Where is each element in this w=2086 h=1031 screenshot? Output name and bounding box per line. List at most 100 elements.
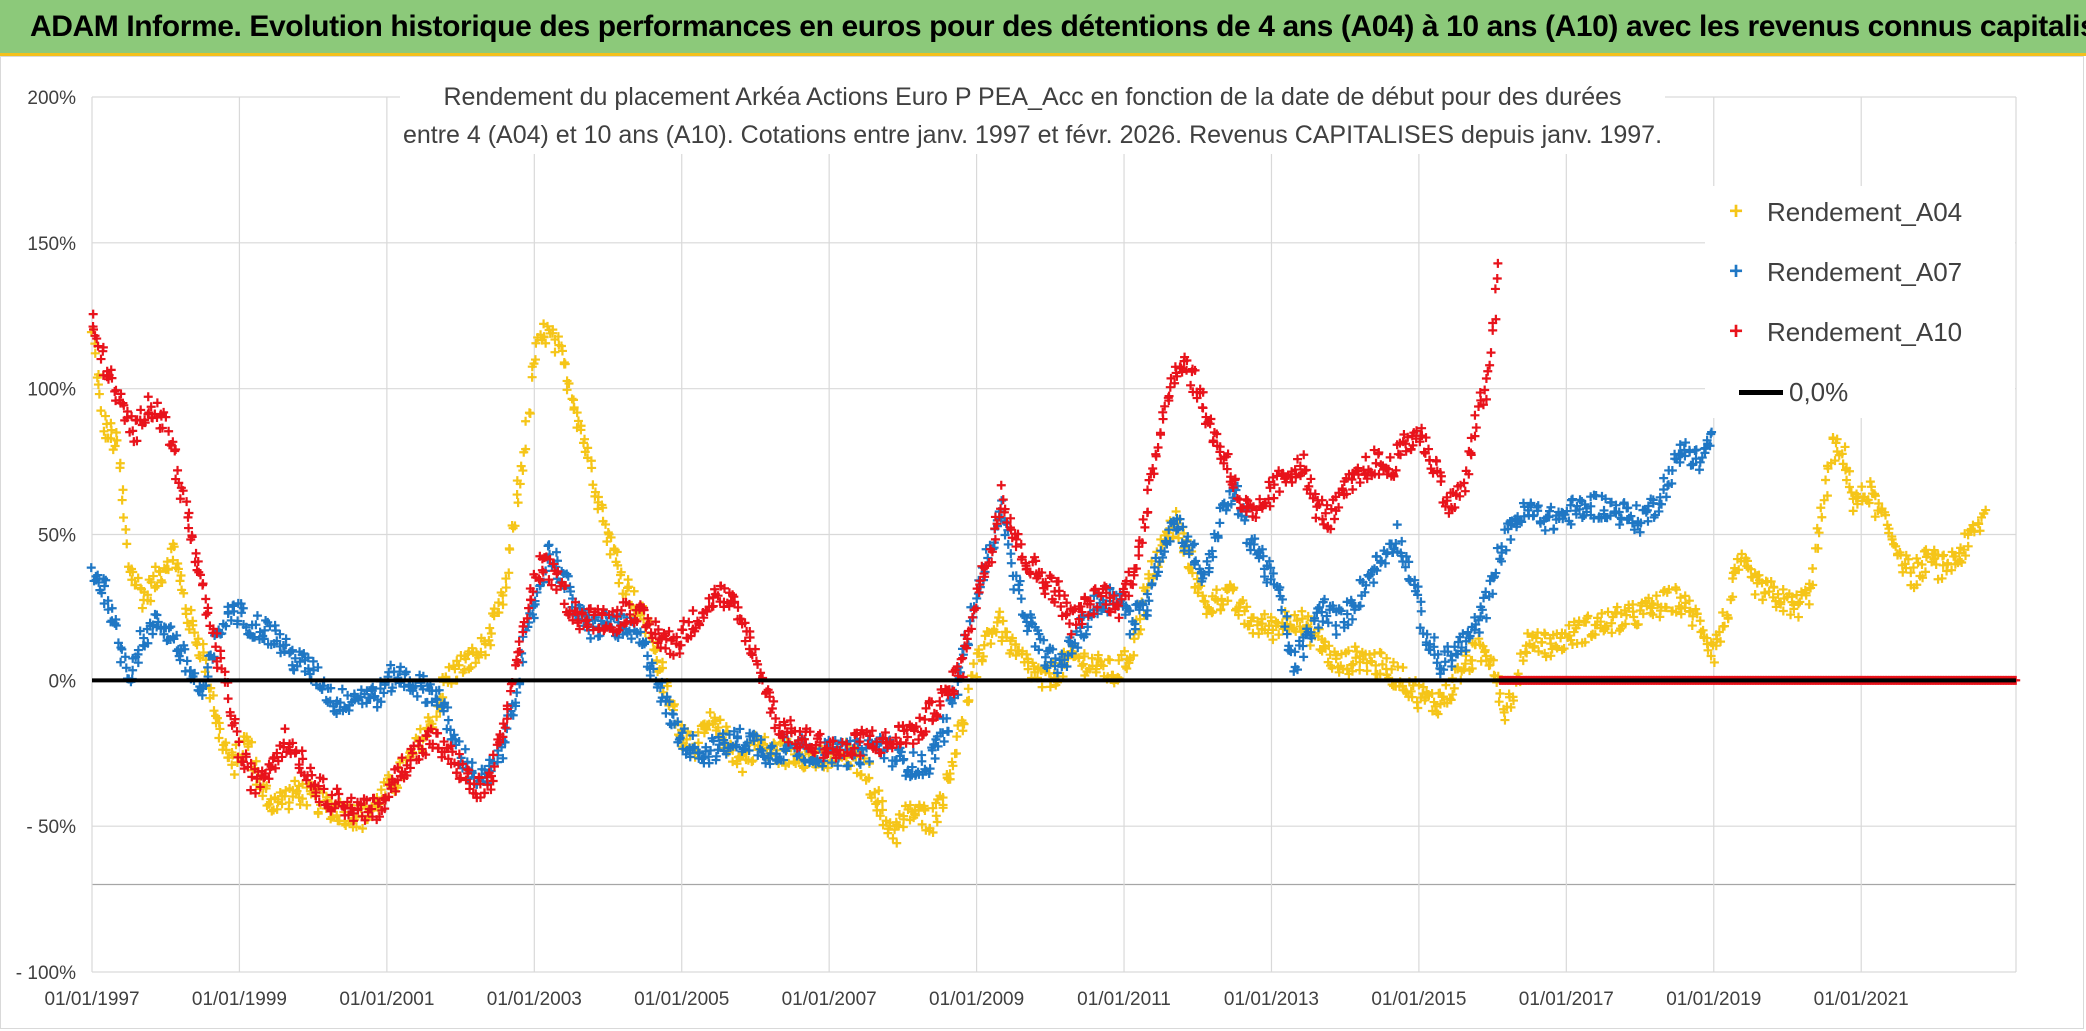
data-point xyxy=(1937,573,1947,583)
data-point xyxy=(915,713,925,723)
data-point xyxy=(201,680,211,690)
data-point xyxy=(1165,536,1175,546)
data-point xyxy=(1499,707,1509,717)
data-point xyxy=(486,640,496,650)
data-point xyxy=(1174,533,1184,543)
data-point xyxy=(1355,601,1365,611)
data-point xyxy=(1040,589,1050,599)
data-point xyxy=(281,634,291,644)
data-point xyxy=(1215,518,1225,528)
data-point xyxy=(643,651,653,661)
data-point xyxy=(657,663,667,673)
data-point xyxy=(512,688,522,698)
data-point xyxy=(795,742,805,752)
y-tick-label: 100% xyxy=(27,380,76,401)
data-point xyxy=(921,727,931,737)
data-point xyxy=(963,684,973,694)
data-point xyxy=(1963,541,1973,551)
data-point xyxy=(1614,507,1624,517)
data-point xyxy=(195,653,205,663)
data-point xyxy=(376,697,386,707)
data-point xyxy=(1479,593,1489,603)
data-point xyxy=(94,389,104,399)
data-point xyxy=(1331,630,1341,640)
data-point xyxy=(1734,565,1744,575)
data-point xyxy=(1413,582,1423,592)
data-point xyxy=(510,521,520,531)
data-point xyxy=(1011,651,1021,661)
data-point xyxy=(148,571,158,581)
data-point xyxy=(733,602,743,612)
data-point xyxy=(1200,597,1210,607)
data-point xyxy=(815,738,825,748)
y-tick-label: 150% xyxy=(27,234,76,255)
data-point xyxy=(1400,562,1410,572)
data-point xyxy=(1506,535,1516,545)
data-point xyxy=(561,580,571,590)
data-point xyxy=(1546,651,1556,661)
data-point xyxy=(444,662,454,672)
data-point xyxy=(991,627,1001,637)
data-point xyxy=(1311,513,1321,523)
data-point xyxy=(397,753,407,763)
data-point xyxy=(1208,436,1218,446)
banner-title: ADAM Informe. Evolution historique des p… xyxy=(30,9,2086,43)
data-point xyxy=(1446,651,1456,661)
data-point xyxy=(1384,464,1394,474)
data-point xyxy=(1778,584,1788,594)
data-point xyxy=(1291,469,1301,479)
data-point xyxy=(268,754,278,764)
data-point xyxy=(515,479,525,489)
data-point xyxy=(1844,482,1854,492)
data-point xyxy=(372,702,382,712)
data-point xyxy=(1808,580,1818,590)
data-point xyxy=(1158,552,1168,562)
data-point xyxy=(1471,423,1481,433)
data-point xyxy=(655,683,665,693)
data-point xyxy=(463,649,473,659)
data-point xyxy=(525,409,535,419)
data-point xyxy=(1042,663,1052,673)
data-point xyxy=(992,519,1002,529)
data-point xyxy=(1676,609,1686,619)
data-point xyxy=(1900,559,1910,569)
data-point xyxy=(1961,551,1971,561)
data-point xyxy=(476,647,486,657)
data-point xyxy=(1290,610,1300,620)
data-point xyxy=(135,626,145,636)
data-point xyxy=(538,567,548,577)
data-point xyxy=(1601,621,1611,631)
data-point xyxy=(195,570,205,580)
data-point xyxy=(1401,551,1411,561)
data-point xyxy=(526,595,536,605)
data-point xyxy=(1362,474,1372,484)
data-point xyxy=(1114,601,1124,611)
data-point xyxy=(974,648,984,658)
data-point xyxy=(172,630,182,640)
data-point xyxy=(1326,524,1336,534)
data-point xyxy=(1695,457,1705,467)
data-point xyxy=(1006,549,1016,559)
data-point xyxy=(1422,629,1432,639)
data-point xyxy=(1903,554,1913,564)
data-point xyxy=(1831,438,1841,448)
data-point xyxy=(735,614,745,624)
data-point xyxy=(467,758,477,768)
data-point xyxy=(1160,547,1170,557)
data-point xyxy=(1746,564,1756,574)
data-point xyxy=(495,737,505,747)
data-point xyxy=(1455,491,1465,501)
data-point xyxy=(438,692,448,702)
data-point xyxy=(756,735,766,745)
data-point xyxy=(1052,668,1062,678)
data-point xyxy=(669,699,679,709)
data-point xyxy=(720,583,730,593)
data-point xyxy=(1077,619,1087,629)
data-point xyxy=(765,759,775,769)
data-point xyxy=(128,665,138,675)
data-point xyxy=(1306,474,1316,484)
data-point xyxy=(1884,524,1894,534)
data-point xyxy=(1142,589,1152,599)
data-point xyxy=(1491,314,1501,324)
